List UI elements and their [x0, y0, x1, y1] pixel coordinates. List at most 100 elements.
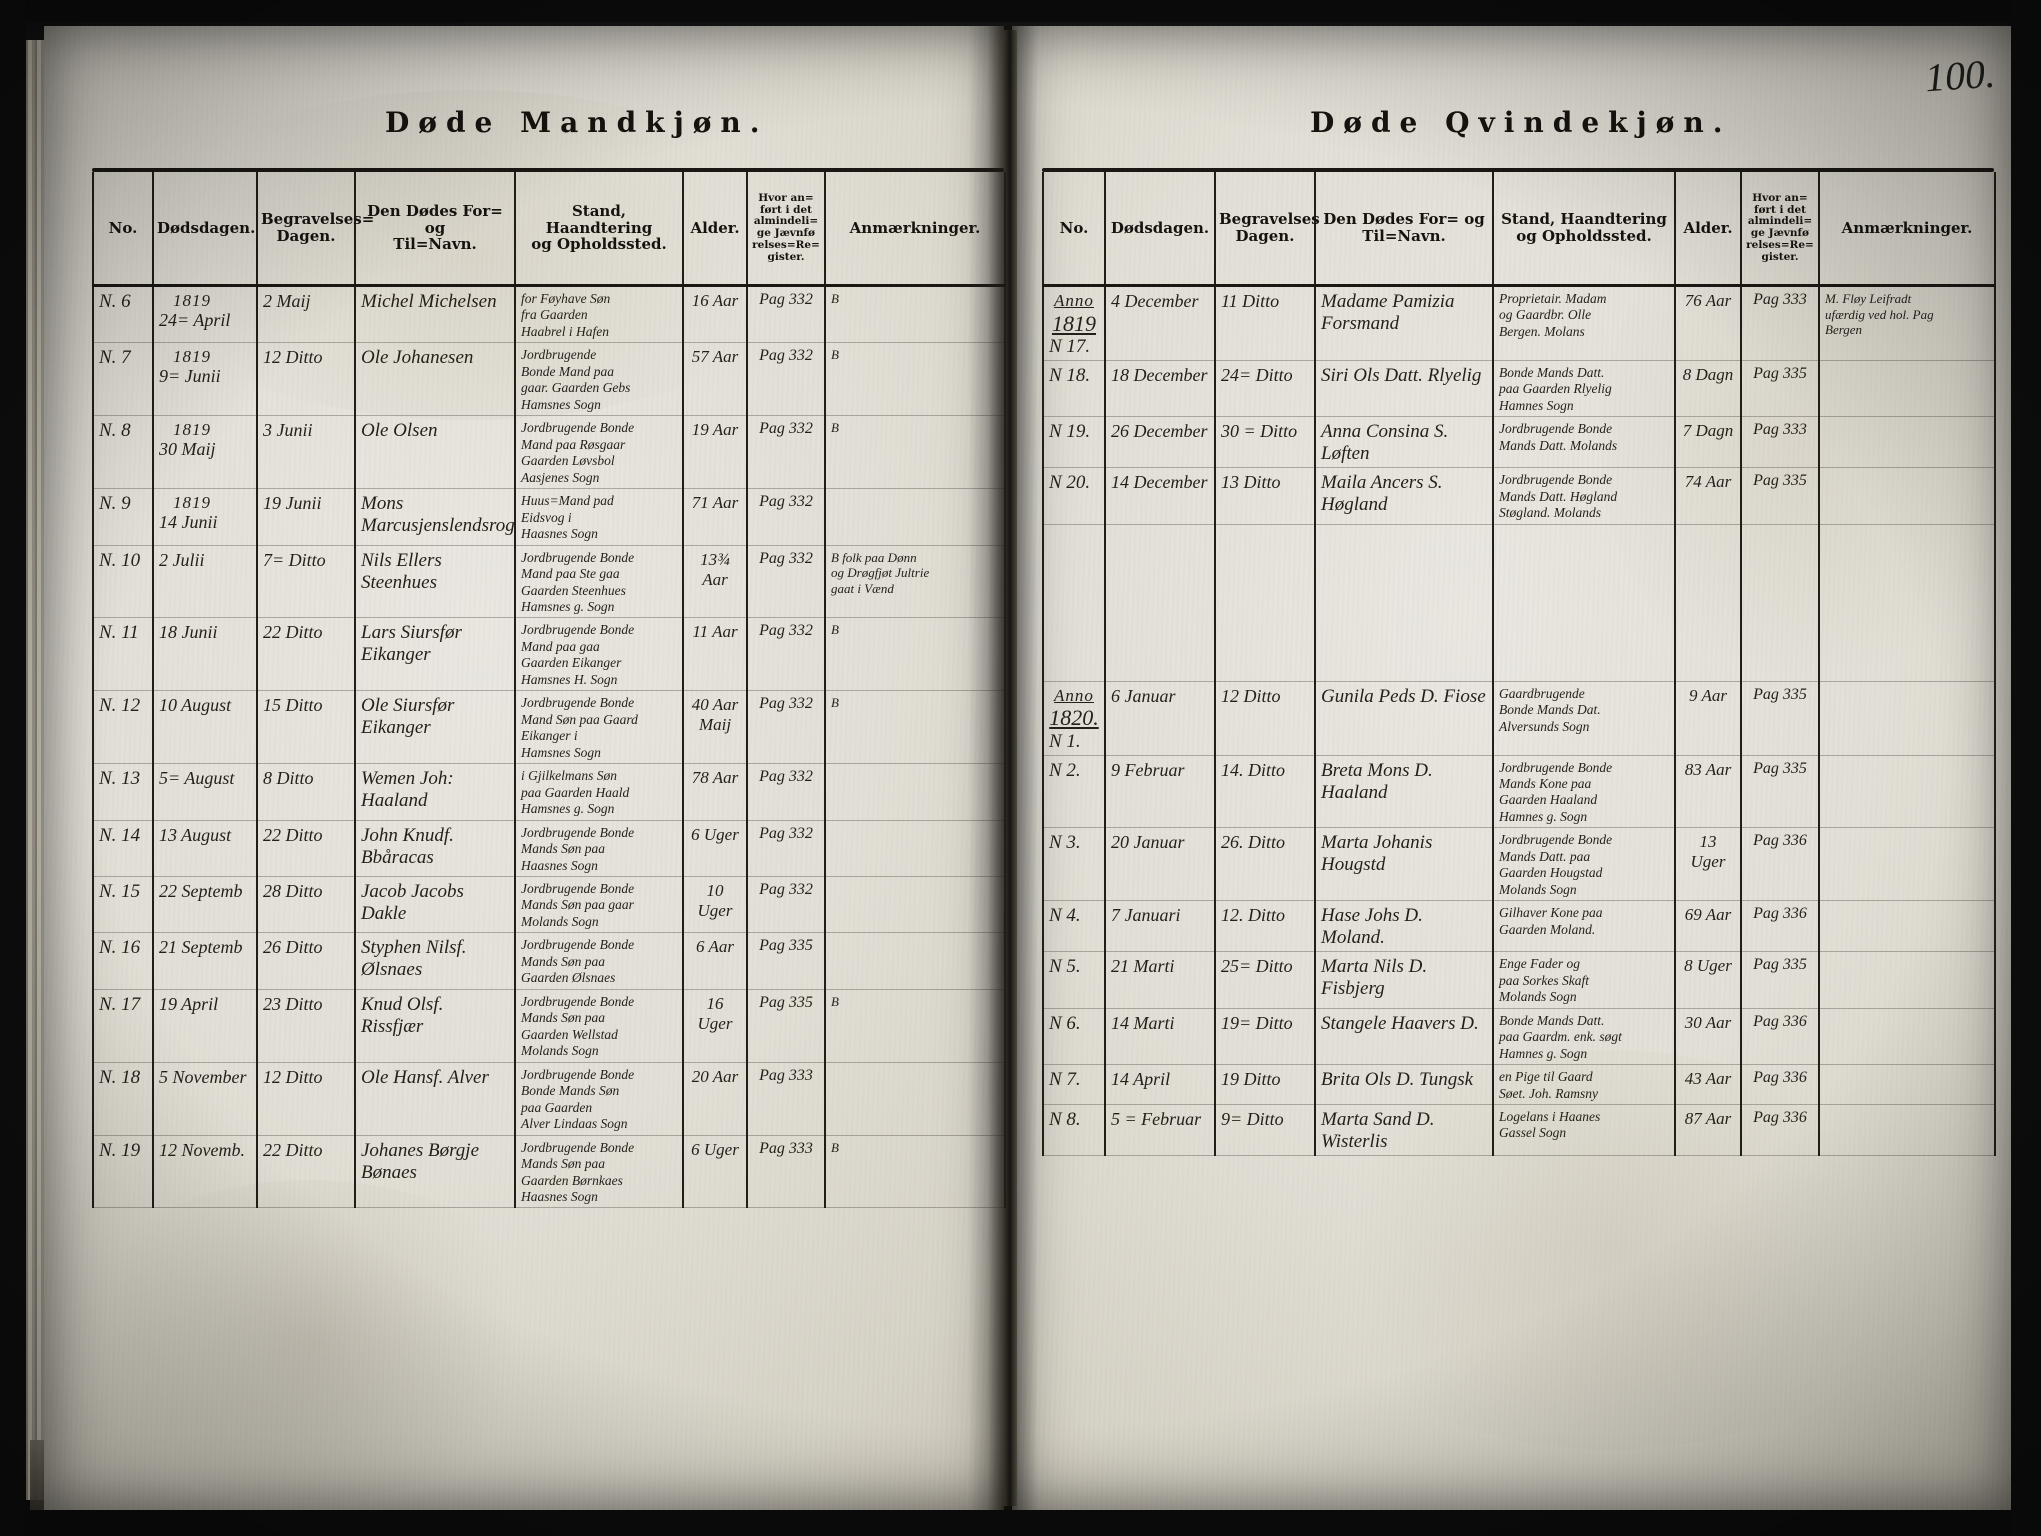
cell-burial-day: 2 Maij — [256, 285, 356, 344]
table-row: N. 8 1819 30 Maij 3 Junii Ole Olsen Jordbruge… — [92, 415, 1006, 490]
entry-year: 1819 — [173, 493, 211, 513]
cell-no: Anno 1819 N 17. — [1042, 285, 1106, 361]
cell-register: Pag 335 — [1740, 681, 1820, 756]
cell-death-day: 1819 9= Junii — [152, 342, 258, 417]
table-row: N 18. 18 December 24= Ditto Siri Ols Datt. … — [1042, 360, 1996, 418]
right-page-title: Døde Qvindekjøn. — [1310, 106, 1732, 139]
cell-remarks — [1818, 1064, 1996, 1105]
cell-name: Johanes Børgje Bønaes — [354, 1135, 516, 1209]
cell-name: Knud Olsf. Rissfjær — [354, 989, 516, 1063]
cell-name: Ole Siursfør Eikanger — [354, 690, 516, 765]
cell-name: Siri Ols Datt. Rlyelig — [1314, 360, 1494, 418]
table-row: N. 14 13 August 22 Ditto John Knudf. Bbårac… — [92, 820, 1006, 878]
cell-stand: Jordbrugende Bonde Mand paa gaa Gaarden Ei… — [514, 617, 684, 692]
column-header-register: Hvor an= ført i det almindeli= ge Jævnfø rel… — [746, 172, 826, 287]
cell-death-day: 6 Januar — [1104, 681, 1216, 756]
cell-stand: Proprietair. Madam og Gaardbr. Olle Bergen… — [1492, 285, 1676, 361]
cell-age: 13 Uger — [1674, 827, 1742, 902]
cell-stand: Jordbrugende Bonde Mand paa Røsgaar Gaarde… — [514, 415, 684, 490]
cell-burial-day: 9= Ditto — [1214, 1104, 1316, 1156]
cell-remarks — [824, 932, 1006, 990]
cell-no: N 3. — [1042, 827, 1106, 902]
cell-no: N 19. — [1042, 416, 1106, 469]
cell-death-day: 1819 30 Maij — [152, 415, 258, 490]
cell-age: 13¾ Aar — [682, 545, 748, 619]
table-row: N. 19 12 Novemb. 22 Ditto Johanes Børgje Bø… — [92, 1135, 1006, 1209]
cell-age: 57 Aar — [682, 342, 748, 417]
cell-age: 74 Aar — [1674, 467, 1742, 525]
cell-no: N. 16 — [92, 932, 154, 990]
cell-remarks — [1818, 827, 1996, 902]
cell-burial-day: 24= Ditto — [1214, 360, 1316, 418]
table-row: N 2. 9 Februar 14. Ditto Breta Mons D. Haal… — [1042, 755, 1996, 829]
cell-stand: Huus=Mand pad Eidsvog i Haasnes Sogn — [514, 488, 684, 546]
cell-name: Anna Consina S. Løften — [1314, 416, 1494, 469]
cell-age: 40 Aar Maij — [682, 690, 748, 765]
cell-burial-day: 11 Ditto — [1214, 285, 1316, 361]
cell-stand: Jordbrugende Bonde Mands Søn paa Gaarden W… — [514, 989, 684, 1063]
cell-no: N. 18 — [92, 1062, 154, 1136]
cell-no: Anno 1820. N 1. — [1042, 681, 1106, 756]
cell-age: 69 Aar — [1674, 900, 1742, 953]
cell-burial-day: 22 Ditto — [256, 1135, 356, 1209]
blank-cell — [1314, 524, 1494, 682]
cell-name: John Knudf. Bbåracas — [354, 820, 516, 878]
book-spine — [1004, 30, 1017, 1506]
cell-age: 78 Aar — [682, 763, 748, 821]
cell-burial-day: 8 Ditto — [256, 763, 356, 821]
right-register-table: No. Dødsdagen. Begravelses Dagen. Den Dødes … — [1042, 172, 1996, 1156]
cell-death-day: 9 Februar — [1104, 755, 1216, 829]
cell-burial-day: 12. Ditto — [1214, 900, 1316, 953]
cell-no: N 20. — [1042, 467, 1106, 525]
column-header-burial_day: Begravelses= Dagen. — [256, 172, 374, 287]
entry-year: 1819 — [173, 291, 211, 310]
cell-age: 16 Uger — [682, 989, 748, 1063]
table-row: N 5. 21 Marti 25= Ditto Marta Nils D. Fisbj… — [1042, 951, 1996, 1009]
cell-burial-day: 26. Ditto — [1214, 827, 1316, 902]
cell-burial-day: 12 Ditto — [256, 342, 356, 417]
cell-no: N 2. — [1042, 755, 1106, 829]
cell-remarks: B — [824, 690, 1006, 765]
cell-name: Ole Olsen — [354, 415, 516, 490]
cell-name: Brita Ols D. Tungsk — [1314, 1064, 1494, 1105]
cell-age: 83 Aar — [1674, 755, 1742, 829]
cell-age: 71 Aar — [682, 488, 748, 546]
cell-stand: Jordbrugende Bonde Mands Datt. Høgland Stø… — [1492, 467, 1676, 525]
column-header-death_day: Dødsdagen. — [1104, 172, 1216, 287]
cell-age: 7 Dagn — [1674, 416, 1742, 469]
cell-stand: Jordbrugende Bonde Mands Søn paa Gaarden Ø… — [514, 932, 684, 990]
section-gap — [1042, 524, 1996, 682]
cell-no: N. 15 — [92, 876, 154, 934]
cell-register: Pag 335 — [1740, 951, 1820, 1009]
cell-age: 6 Aar — [682, 932, 748, 990]
column-header-remarks: Anmærkninger. — [824, 172, 1006, 287]
cell-register: Pag 332 — [746, 415, 826, 490]
cell-register: Pag 332 — [746, 876, 826, 934]
cell-name: Breta Mons D. Haaland — [1314, 755, 1494, 829]
column-header-stand: Stand, Haandtering og Opholdssted. — [1492, 172, 1676, 287]
cell-death-day: 21 Marti — [1104, 951, 1216, 1009]
left-page-title: Døde Mandkjøn. — [385, 106, 769, 139]
cell-remarks — [824, 1062, 1006, 1136]
photo-frame-bottom — [0, 1510, 2041, 1536]
table-row: N. 13 5= August 8 Ditto Wemen Joh: Haaland i… — [92, 763, 1006, 821]
cell-stand: Jordbrugende Bonde Mand Søn paa Gaard Eika… — [514, 690, 684, 765]
cell-death-day: 1819 24= April — [152, 285, 258, 344]
cell-death-day: 1819 14 Junii — [152, 488, 258, 546]
cell-no: N 7. — [1042, 1064, 1106, 1105]
cell-death-day: 13 August — [152, 820, 258, 878]
column-header-remarks: Anmærkninger. — [1818, 172, 1996, 287]
right-table-body: Anno 1819 N 17. 4 December 11 Ditto Madame Pa… — [1042, 285, 1996, 1156]
cell-no: N 5. — [1042, 951, 1106, 1009]
blank-cell — [1492, 524, 1676, 682]
cell-no: N. 6 — [92, 285, 154, 344]
cell-remarks — [1818, 1008, 1996, 1066]
cell-stand: en Pige til Gaard Søet. Joh. Ramsny — [1492, 1064, 1676, 1105]
cell-register: Pag 333 — [746, 1062, 826, 1136]
cell-remarks — [1818, 951, 1996, 1009]
column-header-age: Alder. — [1674, 172, 1742, 287]
cell-stand: Bonde Mands Datt. paa Gaardm. enk. søgt Ha… — [1492, 1008, 1676, 1066]
cell-stand: Jordbrugende Bonde Mands Datt. Molands — [1492, 416, 1676, 469]
cell-name: Nils Ellers Steenhues — [354, 545, 516, 619]
